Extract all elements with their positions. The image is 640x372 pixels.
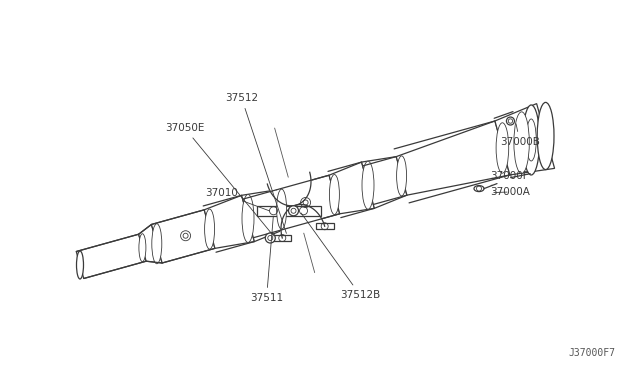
Text: 37512B: 37512B xyxy=(301,213,380,300)
Ellipse shape xyxy=(523,105,540,175)
Ellipse shape xyxy=(497,128,508,168)
Ellipse shape xyxy=(139,234,146,262)
Polygon shape xyxy=(329,162,374,214)
Polygon shape xyxy=(268,172,311,206)
Ellipse shape xyxy=(289,206,298,216)
Text: 37010: 37010 xyxy=(205,188,269,211)
Ellipse shape xyxy=(276,189,287,229)
Ellipse shape xyxy=(242,195,254,243)
Ellipse shape xyxy=(397,156,406,196)
Text: 37000A: 37000A xyxy=(490,187,530,197)
Ellipse shape xyxy=(77,251,83,279)
Ellipse shape xyxy=(537,102,554,170)
Ellipse shape xyxy=(514,112,529,173)
Polygon shape xyxy=(281,205,324,238)
Polygon shape xyxy=(152,210,215,263)
Ellipse shape xyxy=(506,117,515,125)
Ellipse shape xyxy=(330,174,339,215)
Polygon shape xyxy=(316,223,333,229)
Polygon shape xyxy=(241,190,287,241)
Polygon shape xyxy=(139,224,162,263)
Text: 37000B: 37000B xyxy=(500,124,540,147)
Ellipse shape xyxy=(265,233,275,243)
Polygon shape xyxy=(257,206,321,216)
Polygon shape xyxy=(396,121,510,195)
Text: 37000F: 37000F xyxy=(490,171,529,186)
Text: 37511: 37511 xyxy=(250,217,283,303)
Ellipse shape xyxy=(496,123,509,173)
Ellipse shape xyxy=(362,161,374,209)
Text: J37000F7: J37000F7 xyxy=(568,348,615,358)
Text: 37050E: 37050E xyxy=(165,123,273,236)
Polygon shape xyxy=(495,104,555,175)
Polygon shape xyxy=(276,175,340,228)
Ellipse shape xyxy=(474,186,484,192)
Polygon shape xyxy=(273,235,291,241)
Polygon shape xyxy=(204,195,255,248)
Ellipse shape xyxy=(152,224,162,264)
Polygon shape xyxy=(362,157,407,208)
Text: 37512: 37512 xyxy=(225,93,287,233)
Ellipse shape xyxy=(205,209,214,249)
Polygon shape xyxy=(76,234,146,279)
